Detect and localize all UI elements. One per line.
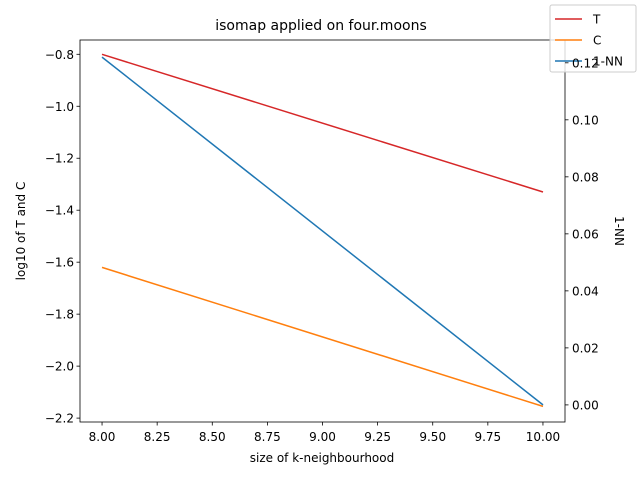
y-left-tick-label: −1.6 [45,256,74,270]
y-right-tick-label: 0.06 [572,227,599,241]
y-left-tick-label: −1.0 [45,100,74,114]
y-right-tick-label: 0.00 [572,398,599,412]
y-right-tick-label: 0.04 [572,284,599,298]
x-tick-label: 8.75 [254,430,281,444]
x-tick-label: 9.25 [364,430,391,444]
legend-label-t: T [592,13,601,27]
y-axis-left-label: log10 of T and C [14,182,28,281]
legend-label-c: C [593,34,601,48]
x-axis-label: size of k-neighbourhood [250,451,394,465]
plot-area [101,53,544,408]
x-tick-label: 8.25 [144,430,171,444]
x-tick-label: 8.00 [89,430,116,444]
y-left-tick-label: −1.2 [45,152,74,166]
y-left-tick-label: −2.0 [45,360,74,374]
legend-label-1-nn: 1-NN [593,55,623,69]
series-line-t [101,53,544,193]
legend: TC 1-NN [549,4,637,73]
legend-box [549,4,637,73]
y-right-tick-label: 0.08 [572,170,599,184]
x-tick-label: 8.50 [199,430,226,444]
y-right-tick-label: 0.02 [572,341,599,355]
y-left-tick-label: −0.8 [45,48,74,62]
y-axis-right-label: 1-NN [612,216,626,246]
chart-title: isomap applied on four.moons [215,18,427,34]
series-line-c [101,266,544,408]
y-right-tick-label: 0.12 [572,56,599,70]
x-tick-label: 10.00 [526,430,560,444]
y-left-tick-label: −1.8 [45,308,74,322]
y-right-tick-label: 0.10 [572,113,599,127]
x-tick-label: 9.75 [474,430,501,444]
x-tick-label: 9.50 [419,430,446,444]
y-left-tick-label: −1.4 [45,204,74,218]
y-left-tick-label: −2.2 [45,412,74,426]
x-tick-label: 9.00 [309,430,336,444]
series-line-1-nn [101,56,544,406]
